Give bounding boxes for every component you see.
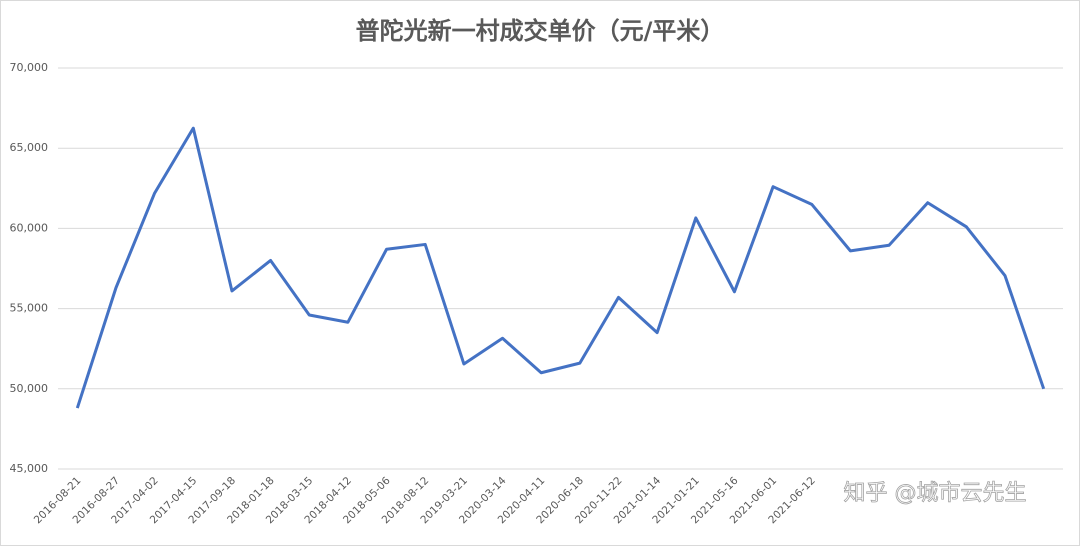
y-tick-label: 45,000 <box>10 462 49 475</box>
y-tick-label: 55,000 <box>10 302 49 315</box>
y-tick-label: 70,000 <box>10 61 49 74</box>
line-series <box>75 126 1046 409</box>
watermark: 知乎 @城市云先生 <box>844 481 1027 506</box>
y-tick-label: 65,000 <box>10 141 49 154</box>
y-tick-label: 60,000 <box>10 221 49 234</box>
chart-title: 普陀光新一村成交单价（元/平米） <box>356 17 725 45</box>
y-tick-label: 50,000 <box>10 382 49 395</box>
